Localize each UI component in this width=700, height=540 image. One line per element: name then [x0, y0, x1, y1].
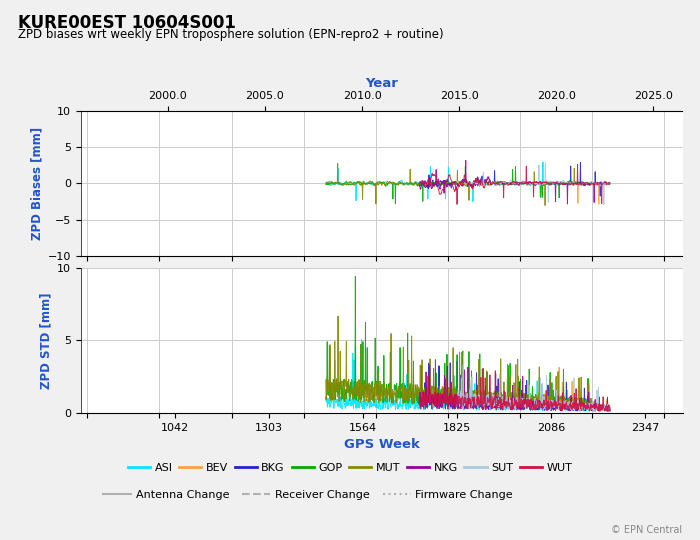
- Legend: Antenna Change, Receiver Change, Firmware Change: Antenna Change, Receiver Change, Firmwar…: [99, 486, 517, 505]
- X-axis label: GPS Week: GPS Week: [344, 438, 419, 451]
- X-axis label: Year: Year: [365, 77, 398, 90]
- Legend: ASI, BEV, BKG, GOP, MUT, NKG, SUT, WUT: ASI, BEV, BKG, GOP, MUT, NKG, SUT, WUT: [123, 459, 577, 478]
- Text: © EPN Central: © EPN Central: [611, 524, 682, 535]
- Y-axis label: ZPD STD [mm]: ZPD STD [mm]: [40, 292, 52, 389]
- Text: ZPD biases wrt weekly EPN troposphere solution (EPN-repro2 + routine): ZPD biases wrt weekly EPN troposphere so…: [18, 28, 443, 41]
- Text: KURE00EST 10604S001: KURE00EST 10604S001: [18, 14, 235, 31]
- Y-axis label: ZPD Biases [mm]: ZPD Biases [mm]: [30, 127, 43, 240]
